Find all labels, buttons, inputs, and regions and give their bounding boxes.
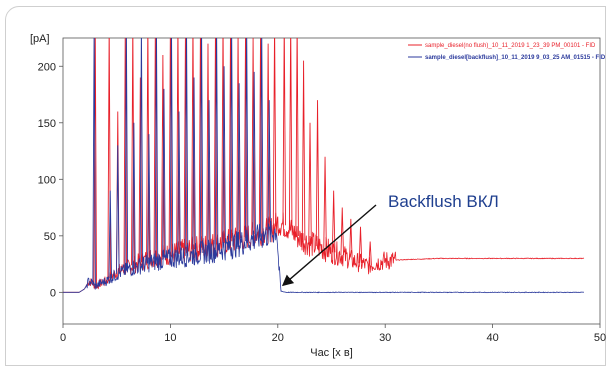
peak-no-flush	[258, 38, 263, 233]
y-tick-label: 0	[50, 287, 56, 299]
axes-layer: 0 10 20 30 40 50 0 50 100 150 200	[38, 61, 606, 344]
peak-backflush	[154, 38, 159, 262]
peak-no-flush	[191, 38, 195, 250]
x-tick-label: 0	[60, 332, 66, 344]
peak-backflush	[124, 38, 129, 271]
legend-label-backflush: sample_diesel[backflush]_10_11_2019 9_03…	[425, 55, 606, 61]
annotation-label: Backflush ВКЛ	[388, 192, 499, 211]
peak-no-flush	[349, 218, 353, 260]
peak-backflush	[162, 88, 166, 260]
legend: sample_diesel(no flush)_10_11_2019 1_23_…	[408, 43, 606, 61]
peak-no-flush	[301, 60, 306, 241]
peak-backflush	[108, 190, 112, 279]
peak-no-flush	[221, 38, 225, 243]
peak-no-flush	[123, 38, 128, 269]
y-unit-label: [pA]	[30, 33, 50, 45]
peak-no-flush	[295, 38, 299, 237]
peak-no-flush	[251, 38, 255, 235]
peak-no-flush	[198, 38, 203, 248]
peak-backflush	[214, 38, 219, 250]
x-tick-label: 30	[379, 332, 391, 344]
peak-no-flush	[340, 207, 344, 256]
peak-no-flush	[138, 77, 143, 263]
peak-backflush	[92, 38, 96, 286]
y-tick-label: 150	[38, 118, 56, 130]
peak-backflush	[132, 122, 136, 268]
peak-backflush	[207, 100, 211, 252]
peak-backflush	[237, 83, 241, 244]
peak-backflush	[244, 38, 249, 242]
peak-no-flush	[168, 38, 173, 254]
peak-backflush	[259, 38, 264, 237]
peak-no-flush	[183, 38, 188, 251]
peak-no-flush	[282, 38, 286, 226]
peak-backflush	[252, 71, 256, 239]
peak-backflush	[222, 66, 226, 248]
x-tick-label: 50	[594, 332, 606, 344]
x-axis-title: Час [х в]	[310, 347, 353, 359]
peak-no-flush	[315, 100, 320, 247]
annotation-arrow	[281, 204, 377, 287]
peak-no-flush	[288, 38, 293, 230]
peak-no-flush	[358, 226, 363, 264]
x-tick-label: 40	[486, 332, 498, 344]
series-layer	[63, 38, 585, 294]
peak-backflush	[116, 145, 120, 274]
peak-no-flush	[331, 190, 336, 253]
peak-backflush	[199, 38, 204, 254]
peak-no-flush	[272, 38, 277, 227]
peak-no-flush	[308, 122, 312, 244]
peak-backflush	[184, 38, 189, 256]
peak-backflush	[267, 100, 271, 235]
peak-no-flush	[228, 38, 233, 242]
peak-backflush	[139, 38, 144, 266]
y-tick-label: 50	[44, 231, 56, 243]
peak-no-flush	[93, 38, 97, 287]
peak-backflush	[192, 77, 196, 255]
peak-backflush	[147, 134, 151, 263]
plot-area	[62, 37, 601, 325]
peak-no-flush	[206, 43, 210, 247]
peak-no-flush	[243, 38, 248, 237]
peak-backflush	[229, 38, 234, 246]
peak-no-flush	[323, 156, 327, 249]
y-tick-label: 200	[38, 61, 56, 73]
y-tick-label: 100	[38, 174, 56, 186]
peak-no-flush	[153, 38, 158, 258]
x-tick-label: 10	[164, 332, 176, 344]
peak-backflush	[177, 111, 181, 258]
legend-label-no-flush: sample_diesel(no flush)_10_11_2019 1_23_…	[425, 43, 596, 49]
peak-no-flush	[236, 38, 240, 240]
peak-backflush	[169, 38, 174, 259]
peak-no-flush	[368, 241, 372, 266]
backflush-annotation: Backflush ВКЛ	[281, 192, 499, 287]
peak-no-flush	[213, 38, 218, 245]
peak-no-flush	[161, 54, 165, 256]
x-tick-label: 20	[272, 332, 284, 344]
